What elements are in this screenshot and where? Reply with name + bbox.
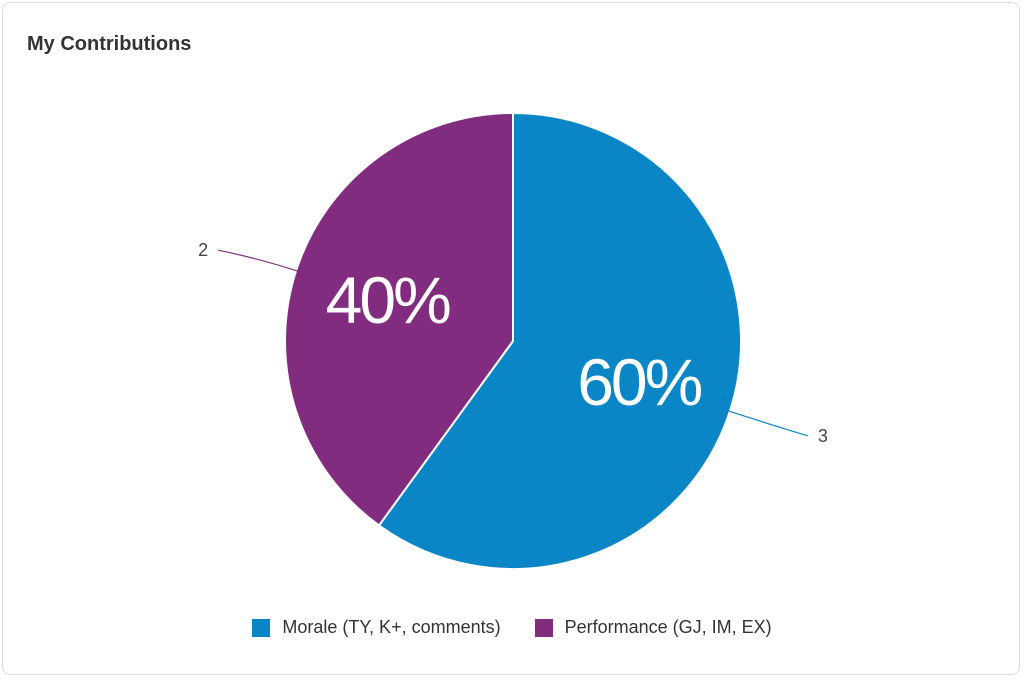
slice-percent-label-1: 40% [326, 263, 450, 337]
legend-label-performance: Performance (GJ, IM, EX) [564, 617, 772, 637]
leader-line-0 [722, 408, 809, 437]
legend-item-performance[interactable]: Performance (GJ, IM, EX) [534, 617, 772, 638]
slice-value-label-1: 2 [198, 240, 208, 260]
chart-legend: Morale (TY, K+, comments) Performance (G… [0, 617, 1024, 638]
legend-label-morale: Morale (TY, K+, comments) [282, 617, 501, 637]
legend-swatch-performance [534, 618, 553, 637]
card-title: My Contributions [27, 33, 192, 55]
legend-swatch-morale [252, 618, 271, 637]
legend-item-morale[interactable]: Morale (TY, K+, comments) [252, 617, 501, 638]
slice-percent-label-0: 60% [577, 345, 701, 419]
leader-line-1 [217, 249, 304, 274]
slice-value-label-0: 3 [818, 426, 828, 446]
